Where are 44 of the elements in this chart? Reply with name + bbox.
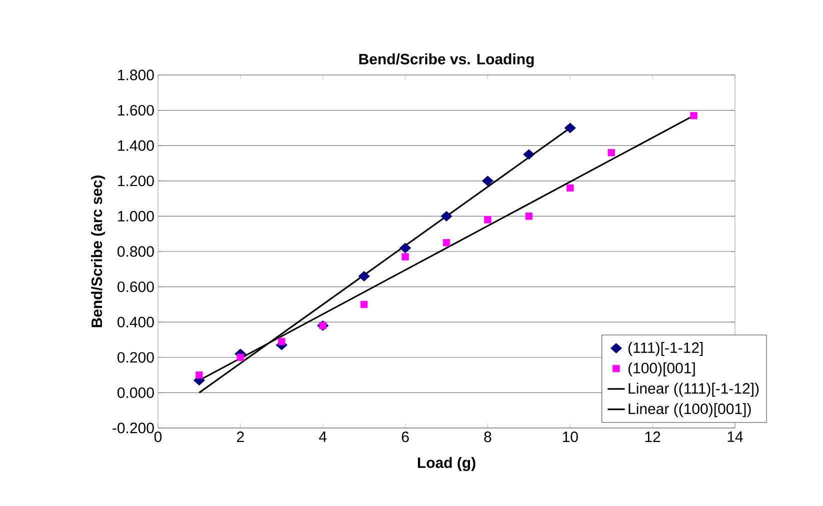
y-tick-label: 1.600 <box>118 104 154 116</box>
point <box>566 184 574 192</box>
point <box>236 354 244 361</box>
point <box>525 212 533 220</box>
y-tick-label: 0.600 <box>118 281 154 292</box>
x-tick-label: 2 <box>237 432 244 442</box>
y-tick-label: 0.200 <box>118 352 154 363</box>
legend-label: Linear ((111)[-1-12]) <box>628 382 759 397</box>
y-tick-label: -0.200 <box>112 422 154 434</box>
point <box>564 122 576 134</box>
point <box>690 112 698 120</box>
y-tick-label: 0.400 <box>118 316 154 328</box>
x-tick-label: 6 <box>402 432 409 442</box>
point <box>278 338 286 346</box>
x-tick-label: 10 <box>562 432 578 442</box>
point <box>442 239 450 246</box>
point <box>402 253 409 260</box>
y-tick-label: 1.800 <box>118 70 154 80</box>
point <box>399 242 412 254</box>
x-tick-label: 0 <box>154 432 162 442</box>
point <box>484 216 492 224</box>
x-tick-label: 8 <box>484 432 492 442</box>
legend-label: Linear ((100)[001]) <box>628 403 751 418</box>
point <box>523 149 535 160</box>
point <box>482 176 494 186</box>
point <box>608 149 615 156</box>
point <box>196 371 203 379</box>
point <box>440 210 452 222</box>
x-tick-label: 4 <box>319 432 327 442</box>
x-tick-label: 12 <box>645 432 660 442</box>
y-tick-label: 0.000 <box>118 387 154 398</box>
point <box>319 322 326 330</box>
y-tick-label: 0.800 <box>118 246 154 257</box>
y-tick-label: 1.400 <box>118 140 154 151</box>
chart-title: Bend/Scribe vs. Loading <box>359 53 534 68</box>
x-tick-label: 14 <box>728 432 743 442</box>
y-tick-label: 1.000 <box>118 210 154 222</box>
legend-label: (111)[-1-12] <box>628 342 703 356</box>
y-tick-label: 1.200 <box>118 176 154 186</box>
legend-label: (100)[001] <box>628 362 695 376</box>
x-axis-title: Load (g) <box>418 457 476 472</box>
point <box>360 300 368 308</box>
point <box>358 271 370 282</box>
y-axis-title: Bend/Scribe (arc sec) <box>91 176 106 328</box>
